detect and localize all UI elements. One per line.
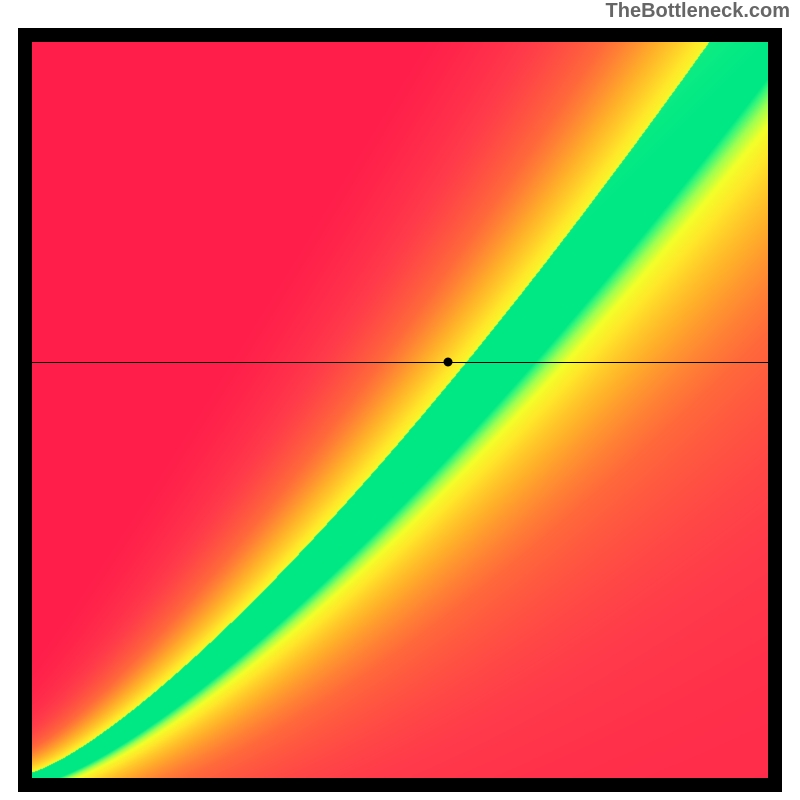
plot-area xyxy=(32,42,768,778)
page-root: TheBottleneck.com xyxy=(0,0,800,800)
plot-frame xyxy=(18,28,782,792)
heatmap-canvas xyxy=(32,42,768,778)
crosshair-horizontal xyxy=(32,362,768,363)
crosshair-marker xyxy=(443,358,452,367)
attribution-text: TheBottleneck.com xyxy=(606,0,790,23)
